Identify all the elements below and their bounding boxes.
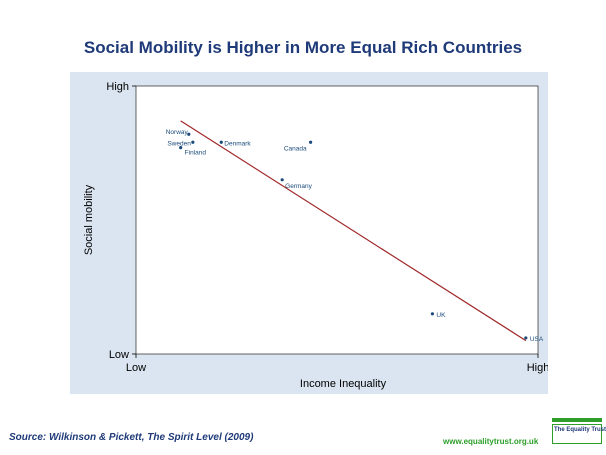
logo-box bbox=[552, 424, 602, 444]
point-label-uk: UK bbox=[436, 312, 446, 319]
data-point-canada bbox=[309, 140, 313, 144]
point-label-denmark: Denmark bbox=[224, 140, 251, 147]
point-label-norway: Norway bbox=[166, 129, 189, 136]
x-tick-label: High bbox=[527, 362, 548, 374]
point-label-germany: Germany bbox=[285, 183, 312, 190]
point-label-sweden: Sweden bbox=[167, 140, 191, 147]
scatter-chart: Low High Low High Income Inequality Social mo… bbox=[83, 81, 548, 390]
x-axis-title: Income Inequality bbox=[300, 378, 387, 390]
data-point-germany bbox=[280, 178, 284, 182]
data-point-norway bbox=[187, 132, 191, 136]
regression-line bbox=[180, 120, 527, 342]
point-label-canada: Canada bbox=[284, 145, 307, 152]
equality-trust-logo: The Equality Trust bbox=[552, 418, 606, 452]
data-point-usa bbox=[524, 336, 528, 340]
logo-bar bbox=[552, 418, 602, 422]
data-point-uk bbox=[430, 312, 435, 316]
website-link[interactable]: www.equalitytrust.org.uk bbox=[443, 437, 539, 446]
y-tick-label: Low bbox=[109, 349, 129, 361]
data-point-denmark bbox=[219, 140, 223, 144]
slide-title: Social Mobility is Higher in More Equal … bbox=[83, 38, 523, 57]
data-point-finland bbox=[179, 146, 183, 150]
source-citation: Source: Wilkinson & Pickett, The Spirit … bbox=[9, 432, 254, 443]
point-label-usa: USA bbox=[530, 336, 544, 343]
point-label-finland: Finland bbox=[185, 150, 207, 157]
x-tick-label: Low bbox=[126, 362, 146, 374]
chart-panel: Low High Low High Income Inequality Social mo… bbox=[70, 72, 548, 394]
logo-text: The Equality Trust bbox=[554, 427, 606, 433]
y-tick-label: High bbox=[106, 81, 129, 93]
y-axis-title: Social mobility bbox=[83, 184, 95, 255]
data-point-sweden bbox=[191, 140, 195, 144]
